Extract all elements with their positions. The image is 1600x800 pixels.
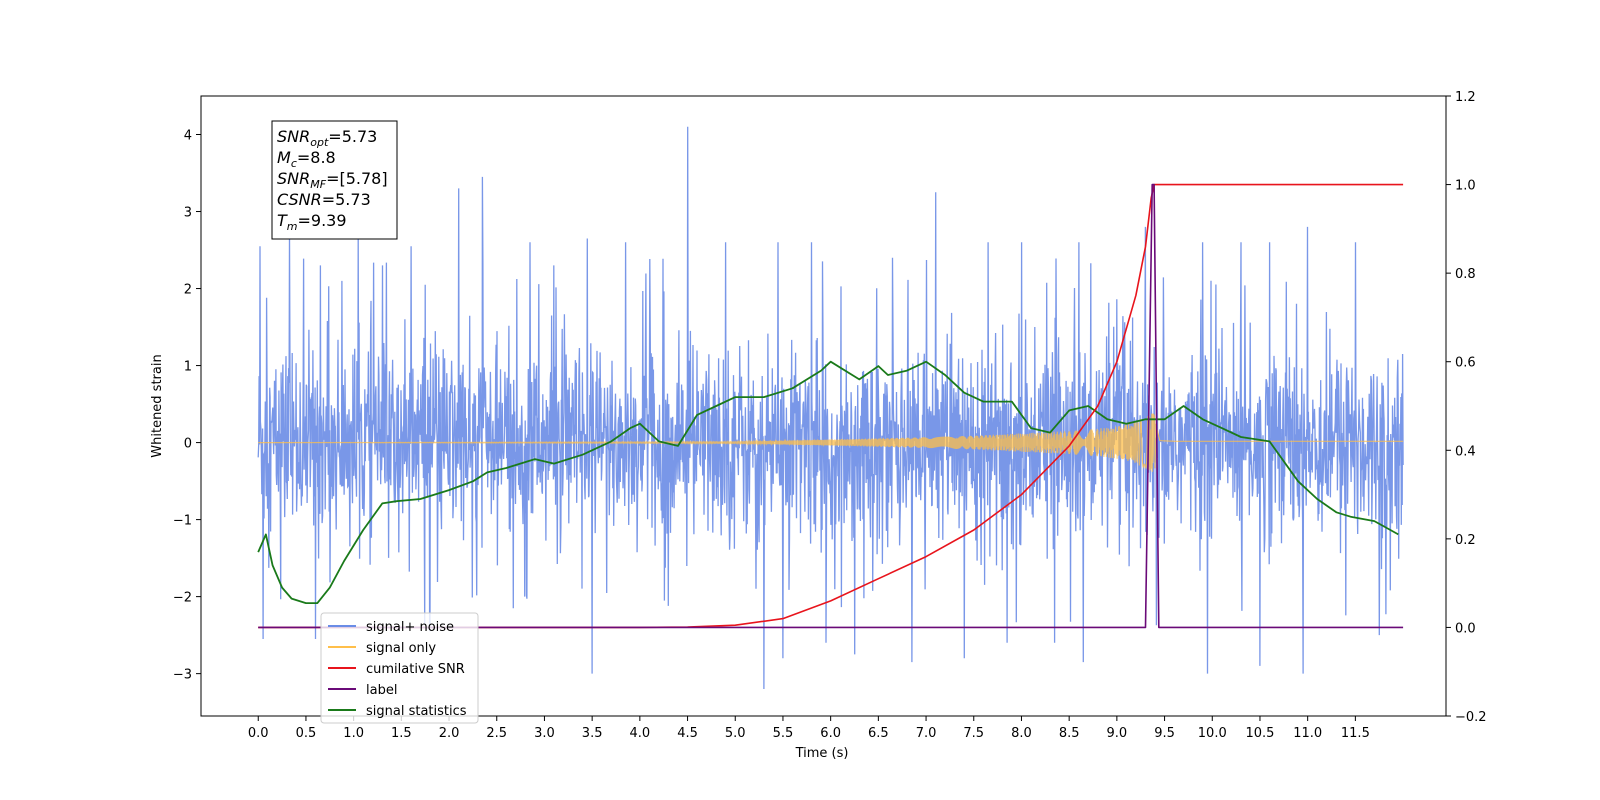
annotation-line: CSNR=5.73 — [277, 190, 371, 209]
y-axis-left: −3 −2 −1 0 1 2 3 4 — [173, 129, 201, 683]
y-left-tick-label: −2 — [173, 591, 192, 606]
x-tick-label: 9.0 — [1107, 726, 1128, 741]
x-tick-label: 11.0 — [1293, 726, 1322, 741]
annotation-line: SNRopt=5.73 — [277, 127, 377, 149]
x-tick-label: 3.5 — [582, 726, 603, 741]
x-tick-label: 1.5 — [391, 726, 412, 741]
annotation-value: =5.73 — [328, 127, 377, 146]
annotation-symbol: M — [277, 148, 291, 167]
x-tick-label: 6.0 — [820, 726, 841, 741]
x-tick-label: 2.0 — [439, 726, 460, 741]
y-right-tick-label: 0.0 — [1455, 621, 1476, 636]
x-tick-label: 3.0 — [534, 726, 555, 741]
x-axis-label: Time (s) — [795, 746, 849, 761]
annotation-subscript: MF — [310, 178, 326, 191]
series-label-line — [258, 183, 1404, 629]
annotation-symbol: T — [277, 211, 288, 230]
y-right-tick-label: 0.8 — [1455, 267, 1476, 282]
legend-entry: signal only — [366, 641, 436, 656]
annotation-value: =9.39 — [298, 211, 347, 230]
series-signal-statistics-line — [257, 360, 1399, 604]
x-tick-label: 0.0 — [248, 726, 269, 741]
legend-entry: signal+ noise — [366, 620, 454, 635]
x-tick-label: 4.5 — [677, 726, 698, 741]
annotation-box: SNRopt=5.73Mc=8.8SNRMF=[5.78]CSNR=5.73Tm… — [271, 120, 398, 240]
x-tick-label: 7.5 — [963, 726, 984, 741]
y-right-tick-label: 0.6 — [1455, 356, 1476, 371]
y-right-tick-label: −0.2 — [1455, 710, 1487, 725]
plot-frame — [200, 95, 1447, 717]
x-tick-label: 8.0 — [1011, 726, 1032, 741]
legend-entry: cumilative SNR — [366, 662, 465, 677]
series-signal-noise-line — [257, 126, 1404, 690]
annotation-symbol: CSNR — [277, 190, 322, 209]
annotation-subscript: c — [291, 157, 297, 170]
y-right-tick-label: 1.2 — [1455, 90, 1476, 105]
y-left-tick-label: −1 — [173, 514, 192, 529]
x-tick-label: 5.0 — [725, 726, 746, 741]
y-left-tick-label: 1 — [184, 360, 192, 375]
x-tick-label: 1.0 — [343, 726, 364, 741]
x-tick-label: 8.5 — [1059, 726, 1080, 741]
x-tick-label: 10.5 — [1245, 726, 1274, 741]
annotation-value: =[5.78] — [326, 169, 388, 188]
x-tick-label: 11.5 — [1341, 726, 1370, 741]
x-tick-label: 7.0 — [916, 726, 937, 741]
legend-frame — [320, 612, 479, 724]
legend: signal+ noise signal only cumilative SNR la… — [320, 612, 479, 724]
y-left-tick-label: 3 — [184, 206, 192, 221]
y-left-tick-label: −3 — [173, 668, 192, 683]
y-axis-right: −0.2 0.0 0.2 0.4 0.6 0.8 1.0 1.2 — [1446, 90, 1487, 725]
y-axis-left-label: Whitened strain — [150, 354, 165, 457]
series-layer — [257, 126, 1404, 690]
annotation-line: Mc=8.8 — [277, 148, 336, 170]
y-right-tick-label: 0.2 — [1455, 533, 1476, 548]
annotation-value: =8.8 — [297, 148, 336, 167]
x-tick-label: 9.5 — [1154, 726, 1175, 741]
legend-entry: label — [366, 683, 397, 698]
series-signal-only-line — [258, 413, 1404, 472]
legend-entry: signal statistics — [366, 704, 467, 719]
x-axis: 0.0 0.5 1.0 1.5 2.0 2.5 3.0 3.5 4.0 4.5 5.0 5.5 6.0 6… — [248, 716, 1370, 741]
x-tick-label: 6.5 — [868, 726, 889, 741]
y-left-tick-label: 4 — [184, 129, 192, 144]
annotation-subscript: opt — [310, 136, 329, 149]
annotation-line: SNRMF=[5.78] — [277, 169, 388, 191]
y-right-tick-label: 1.0 — [1455, 179, 1476, 194]
x-tick-label: 10.0 — [1198, 726, 1227, 741]
x-tick-label: 5.5 — [773, 726, 794, 741]
y-right-tick-label: 0.4 — [1455, 444, 1476, 459]
annotation-line: Tm=9.39 — [277, 211, 347, 233]
y-left-tick-label: 2 — [184, 283, 192, 298]
x-tick-label: 0.5 — [296, 726, 317, 741]
y-left-tick-label: 0 — [184, 437, 192, 452]
annotation-symbol: SNR — [277, 169, 310, 188]
x-tick-label: 4.0 — [630, 726, 651, 741]
annotation-symbol: SNR — [277, 127, 310, 146]
annotation-value: =5.73 — [322, 190, 371, 209]
annotation-frame — [271, 120, 398, 240]
x-tick-label: 2.5 — [486, 726, 507, 741]
annotation-subscript: m — [287, 220, 298, 233]
